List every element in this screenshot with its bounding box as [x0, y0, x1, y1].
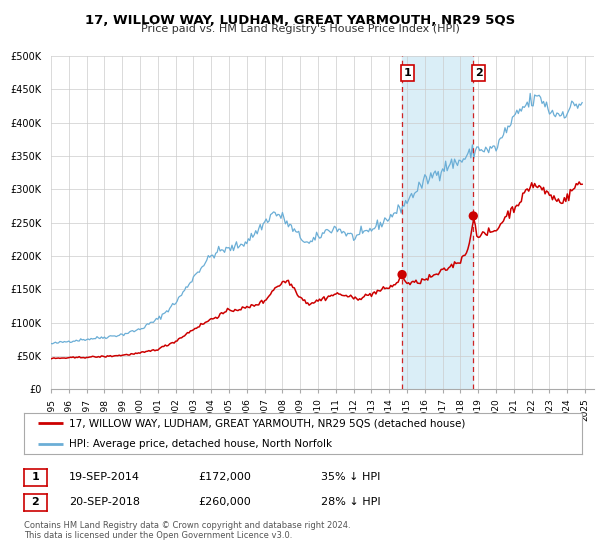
- Text: 2: 2: [32, 497, 39, 507]
- Point: [469, 212, 478, 221]
- Bar: [402, 56, 473, 389]
- Point: [397, 270, 407, 279]
- Text: 19-SEP-2014: 19-SEP-2014: [69, 472, 140, 482]
- Text: 20-SEP-2018: 20-SEP-2018: [69, 497, 140, 507]
- Text: HPI: Average price, detached house, North Norfolk: HPI: Average price, detached house, Nort…: [68, 438, 332, 449]
- Text: 35% ↓ HPI: 35% ↓ HPI: [321, 472, 380, 482]
- Text: 17, WILLOW WAY, LUDHAM, GREAT YARMOUTH, NR29 5QS (detached house): 17, WILLOW WAY, LUDHAM, GREAT YARMOUTH, …: [68, 418, 465, 428]
- Text: Contains HM Land Registry data © Crown copyright and database right 2024.: Contains HM Land Registry data © Crown c…: [24, 521, 350, 530]
- Text: 28% ↓ HPI: 28% ↓ HPI: [321, 497, 380, 507]
- Text: Price paid vs. HM Land Registry's House Price Index (HPI): Price paid vs. HM Land Registry's House …: [140, 24, 460, 34]
- Text: £172,000: £172,000: [198, 472, 251, 482]
- Text: 1: 1: [32, 472, 39, 482]
- Text: This data is licensed under the Open Government Licence v3.0.: This data is licensed under the Open Gov…: [24, 531, 292, 540]
- Text: 17, WILLOW WAY, LUDHAM, GREAT YARMOUTH, NR29 5QS: 17, WILLOW WAY, LUDHAM, GREAT YARMOUTH, …: [85, 14, 515, 27]
- Text: 2: 2: [475, 68, 482, 78]
- Text: £260,000: £260,000: [198, 497, 251, 507]
- Text: 1: 1: [404, 68, 411, 78]
